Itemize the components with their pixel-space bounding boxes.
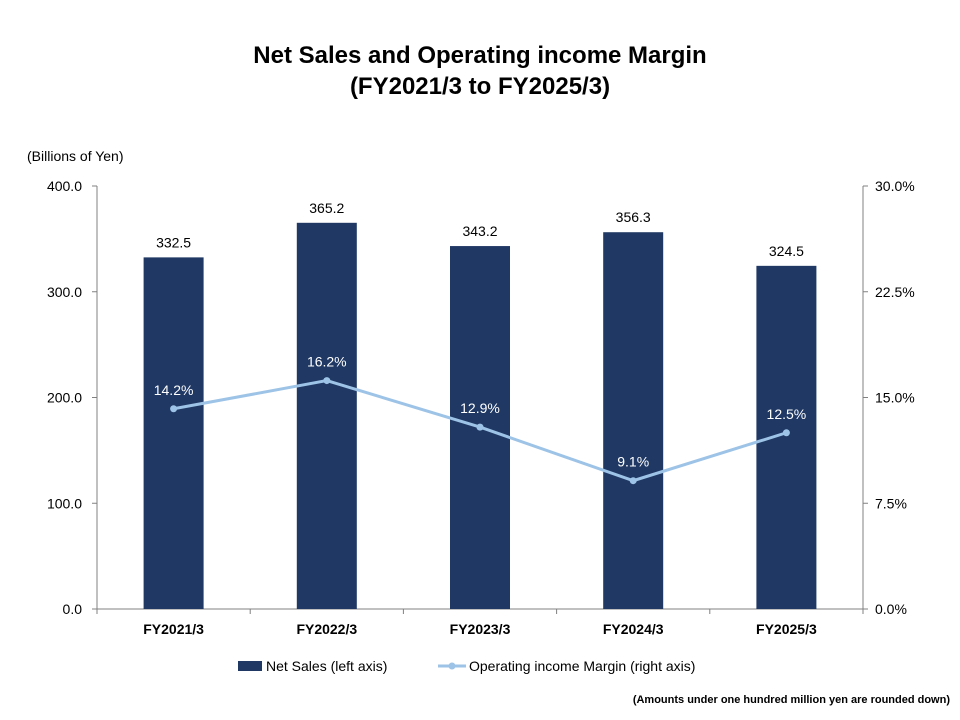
- operating-margin-point: [476, 423, 484, 431]
- chart-title-line1: Net Sales and Operating income Margin: [253, 42, 707, 69]
- operating-margin-label: 16.2%: [307, 354, 347, 370]
- chart-title-line2: (FY2021/3 to FY2025/3): [349, 73, 611, 100]
- left-axis-tick-label: 0.0: [63, 601, 83, 617]
- x-axis-category-label: FY2023/3: [450, 621, 511, 637]
- net-sales-bar: [296, 222, 357, 609]
- x-axis-category-label: FY2025/3: [756, 621, 817, 637]
- left-axis-tick-label: 400.0: [47, 178, 82, 194]
- right-axis-tick-label: 0.0%: [875, 601, 907, 617]
- legend-margin-label: Operating income Margin (right axis): [469, 658, 695, 674]
- net-sales-bar-label: 324.5: [769, 243, 804, 259]
- legend-net-sales-label: Net Sales (left axis): [266, 658, 387, 674]
- right-axis-tick-label: 30.0%: [875, 178, 915, 194]
- left-axis-tick-label: 100.0: [47, 495, 82, 511]
- x-axis-category-label: FY2024/3: [603, 621, 664, 637]
- legend-margin-point-swatch: [448, 662, 456, 670]
- net-sales-bar: [143, 257, 204, 609]
- footnote: (Amounts under one hundred million yen a…: [632, 694, 950, 706]
- left-axis-tick-label: 300.0: [47, 284, 82, 300]
- net-sales-bar-label: 365.2: [309, 200, 344, 216]
- left-axis-tick-label: 200.0: [47, 390, 82, 406]
- right-axis-tick-label: 15.0%: [875, 390, 915, 406]
- right-axis-tick-label: 7.5%: [875, 495, 907, 511]
- net-sales-bar-label: 356.3: [616, 209, 651, 225]
- operating-margin-point: [170, 405, 178, 413]
- operating-margin-label: 12.9%: [460, 400, 500, 416]
- operating-margin-label: 14.2%: [154, 382, 194, 398]
- operating-margin-point: [323, 377, 331, 385]
- x-axis-category-label: FY2022/3: [296, 621, 357, 637]
- chart-title: Net Sales and Operating income Margin (F…: [0, 40, 960, 102]
- operating-margin-label: 9.1%: [617, 454, 649, 470]
- net-sales-bar-label: 343.2: [462, 223, 497, 239]
- operating-margin-label: 12.5%: [767, 406, 807, 422]
- net-sales-bar: [603, 232, 664, 609]
- operating-margin-point: [782, 429, 790, 437]
- y-axis-unit-label: (Billions of Yen): [27, 148, 124, 164]
- x-axis-category-label: FY2021/3: [143, 621, 204, 637]
- net-sales-bar-label: 332.5: [156, 234, 191, 250]
- legend-net-sales-swatch: [238, 661, 262, 671]
- operating-margin-point: [629, 477, 637, 485]
- right-axis-tick-label: 22.5%: [875, 284, 915, 300]
- net-sales-bar: [756, 265, 817, 609]
